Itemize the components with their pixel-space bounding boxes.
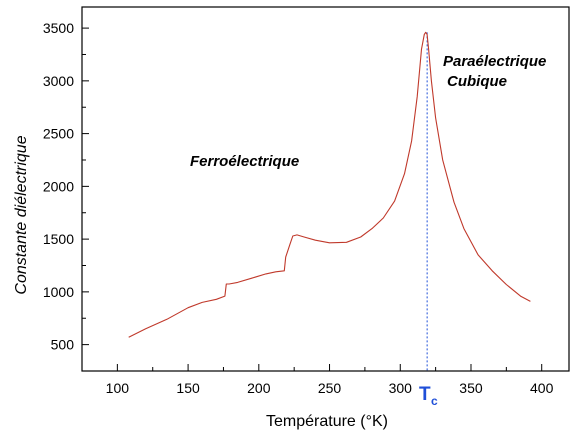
y-tick-label: 3000 — [43, 73, 74, 89]
y-tick-label: 1000 — [43, 284, 74, 300]
tc-label-subscript: c — [431, 394, 438, 408]
x-axis-title: Température (°K) — [266, 413, 388, 430]
tick-labels: 100 150 200 250 300 350 400 500 1000 1500 2000 2500… — [43, 20, 554, 396]
series-line-dielectric-constant — [128, 31, 531, 338]
plot-frame — [81, 6, 570, 372]
y-axis-title: Constante diélectrique — [13, 135, 30, 294]
y-tick-label: 500 — [51, 337, 75, 353]
x-tick-label: 350 — [459, 380, 483, 396]
x-tick-label: 400 — [530, 380, 554, 396]
y-tick-label: 1500 — [43, 231, 74, 247]
x-tick-label: 300 — [389, 380, 413, 396]
x-tick-label: 250 — [318, 380, 342, 396]
tc-label: T — [419, 384, 431, 405]
y-tick-label: 2000 — [43, 178, 74, 194]
x-tick-label: 150 — [176, 380, 200, 396]
x-tick-label: 200 — [247, 380, 271, 396]
axes — [81, 6, 570, 372]
annotation-ferroelectric: Ferroélectrique — [190, 153, 299, 170]
annotation-paraelectric: Paraélectrique — [443, 53, 546, 70]
axis-ticks — [81, 27, 543, 372]
annotation-cubic: Cubique — [447, 73, 507, 90]
x-tick-label: 100 — [106, 380, 130, 396]
y-tick-label: 3500 — [43, 20, 74, 36]
y-tick-label: 2500 — [43, 126, 74, 142]
